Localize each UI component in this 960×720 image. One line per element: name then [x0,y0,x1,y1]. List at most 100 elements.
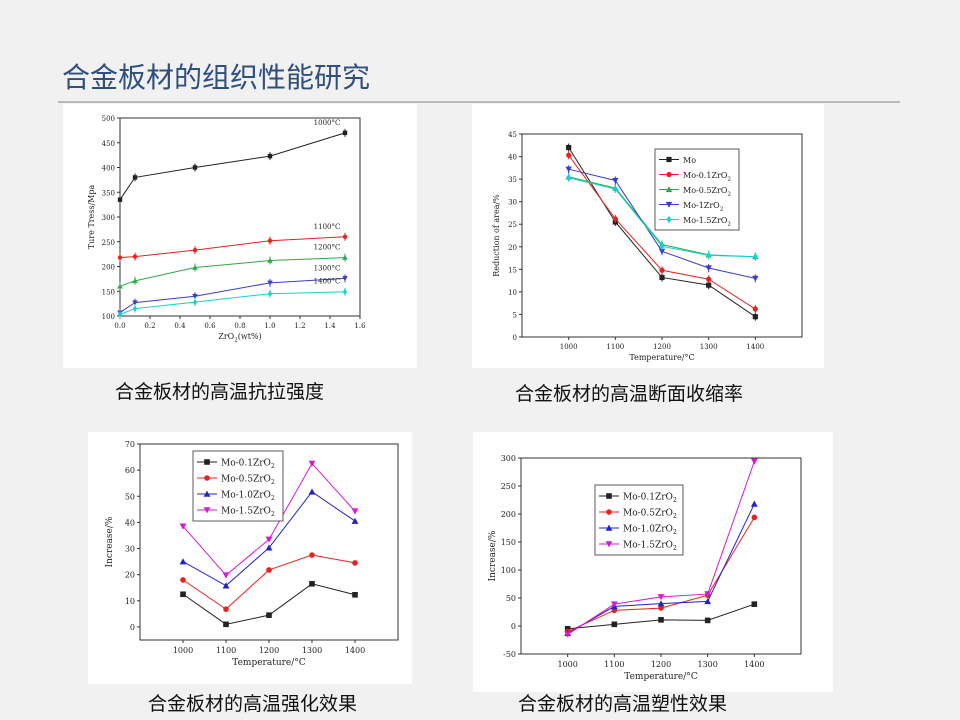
x-tick-label: 1100 [216,646,236,655]
marker-circle [192,247,198,253]
y-tick-label: 150 [102,288,115,296]
y-axis-label: Reduction of area/% [492,194,501,277]
series-label: 1300°C [314,264,341,272]
y-tick-label: 300 [501,454,516,463]
marker-circle [352,560,358,566]
marker-triangle-down [612,177,619,184]
series-line [182,583,356,625]
y-tick-label: 500 [102,115,115,123]
y-tick-label: 15 [508,266,517,274]
chart-strengthening: 0 10 20 30 40 50 60 70 1000 1100 1200 1300 1400 Tempe… [105,440,399,668]
x-axis-label: ZrO2(wt%) [218,332,261,343]
marker-triangle-down [342,276,348,282]
marker-circle [658,605,664,611]
marker-square [204,459,210,465]
marker-square [132,175,138,180]
x-tick-label: 1.4 [324,322,336,330]
marker-circle [309,552,315,558]
y-tick-label: 50 [125,492,135,501]
y-tick-label: 60 [125,466,135,475]
marker-circle [659,267,665,273]
x-tick-label: 1400 [746,343,764,351]
y-tick-label: 0 [130,623,135,632]
marker-triangle [179,558,187,565]
y-tick-label: 5 [513,311,517,319]
marker-triangle-down [657,594,665,601]
marker-circle [612,216,618,222]
marker-square [352,591,358,598]
legend-entry: Mo-1ZrO2 [683,201,724,212]
marker-circle [751,514,758,521]
x-tick-label: 1000 [173,646,193,655]
y-tick-label: 200 [102,264,115,272]
marker-triangle [203,490,211,497]
marker-square [751,601,758,607]
marker-triangle-down [565,166,572,173]
marker-triangle [750,500,758,507]
legend-entry: Mo-1.5ZrO2 [221,507,275,519]
marker-circle [132,254,138,259]
marker-circle [204,475,210,481]
y-axis-label: Increase/% [488,530,498,581]
x-tick-label: 1200 [651,660,671,669]
series-line [119,236,346,259]
y-axis-label: Ture Tress/Mpa [87,185,96,250]
chart-reduction: 0 5 10 15 20 25 30 35 40 45 1000 1100 1200 1300 1400 Te… [492,131,803,362]
marker-square [342,130,348,136]
series-label: 1000°C [314,119,341,127]
marker-square [658,617,664,623]
y-tick-label: 450 [102,140,115,148]
marker-circle [117,255,123,260]
marker-diamond [117,311,123,318]
chart-plasticity: -50 0 50 100 150 200 250 300 1000 1100 1200 1300 140… [488,454,802,682]
y-tick-label: 20 [508,244,517,252]
marker-diamond [706,251,712,259]
chart-panel-strengthening: 0 10 20 30 40 50 60 70 1000 1100 1200 1300 1400 Tempe… [88,432,412,684]
x-tick-label: 1400 [345,646,365,655]
x-axis-label: Temperature/°C [629,353,694,362]
marker-square [566,144,572,151]
marker-diamond [192,298,198,306]
marker-square [666,156,672,163]
marker-circle [267,238,273,243]
y-tick-label: 0 [511,622,516,631]
marker-circle [752,306,758,312]
marker-triangle [657,600,665,607]
x-tick-label: 1.2 [294,322,305,330]
legend-entry: Mo-0.5ZrO2 [623,509,677,521]
marker-triangle-down [564,631,572,638]
x-tick-label: 1200 [259,646,279,655]
y-tick-label: 250 [102,239,115,247]
legend-entry: Mo-0.1ZrO2 [623,493,677,505]
y-tick-label: 150 [501,538,516,547]
marker-triangle [132,278,138,284]
y-tick-label: 250 [501,482,516,491]
marker-triangle [117,283,123,289]
marker-triangle [308,488,316,495]
marker-square [706,282,712,288]
x-tick-label: 1000 [557,660,577,669]
y-tick-label: 45 [508,131,517,139]
marker-circle [706,276,712,282]
series-line [119,291,346,315]
y-tick-label: 20 [125,571,135,580]
x-tick-label: 0.6 [204,322,216,330]
series-label: 1400°C [314,278,341,286]
marker-triangle-down [222,572,230,579]
marker-triangle [351,517,359,524]
title-divider [58,101,900,103]
marker-triangle-down [704,591,712,598]
marker-triangle-down [705,265,712,272]
chart-tensile: 100 150 200 250 300 350 400 450 500 0.0 0.2 0.4 0.6 0… [87,115,366,343]
y-tick-label: 50 [506,594,516,603]
x-tick-label: 0.0 [114,322,125,330]
chart-panel-plasticity: -50 0 50 100 150 200 250 300 1000 1100 1200 1300 140… [473,432,833,692]
y-tick-label: -50 [503,650,516,659]
series-line [182,554,356,610]
legend-entry: Mo-1.0ZrO2 [623,525,677,537]
y-tick-label: 300 [102,214,115,222]
marker-triangle [192,264,198,270]
plot-frame [119,117,361,317]
marker-triangle [267,257,273,263]
legend-entry: Mo-1.5ZrO2 [683,216,731,227]
